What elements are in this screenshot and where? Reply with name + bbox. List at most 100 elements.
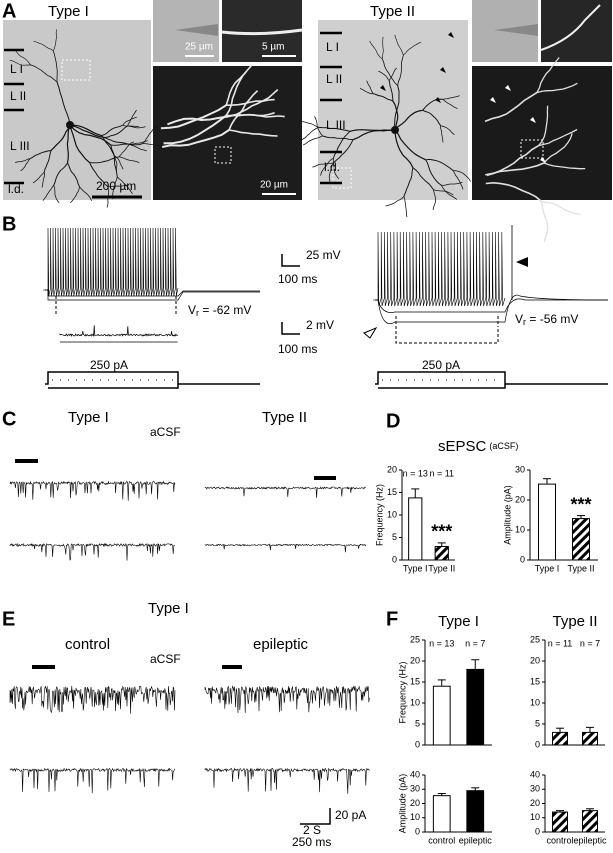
dendrite (30, 64, 58, 83)
scale-bar (281, 254, 300, 267)
bar (466, 668, 485, 746)
trace (204, 486, 366, 498)
dendrite (225, 70, 247, 117)
annotation: n = 7 (580, 638, 600, 648)
zoom-guide (55, 296, 499, 326)
symbol: V (188, 303, 196, 317)
y-axis-label: Frequency (Hz) (397, 661, 407, 723)
dendrite (394, 34, 404, 56)
y-tick-label: 0 (415, 739, 420, 749)
annotation: n = 13 (429, 638, 454, 648)
bar (572, 518, 590, 561)
dendrite (162, 129, 230, 148)
trace (9, 767, 176, 794)
dendrite (118, 141, 134, 158)
condition-label: aCSF (150, 652, 181, 666)
dendrite (352, 129, 396, 141)
dendrite (385, 196, 405, 207)
scale-label: 2 mV (306, 318, 334, 332)
annotation: n = 7 (465, 638, 485, 648)
dendrite (235, 89, 279, 116)
y-tick-label: 25 (530, 634, 540, 644)
dendrite (536, 82, 578, 94)
trace (375, 294, 609, 324)
panel-label: A (2, 0, 16, 22)
spike-train (373, 231, 506, 307)
annotation: n = 11 (548, 638, 573, 648)
trace (204, 767, 370, 794)
dendrite (122, 124, 140, 127)
dendrite (536, 57, 560, 93)
dendrite (114, 155, 124, 170)
dendrite (540, 201, 549, 243)
roi-box (332, 167, 352, 189)
y-tick-label: 5 (392, 532, 397, 542)
y-tick-label: 0 (535, 739, 540, 749)
scale-label: 20 µm (260, 180, 288, 191)
y-tick-label: 0 (392, 554, 397, 564)
bar (432, 685, 451, 746)
arrowhead (440, 67, 446, 73)
dendrite (412, 167, 434, 190)
panel-title: Type II (370, 3, 415, 20)
dendrite (112, 176, 118, 200)
pipette (494, 24, 538, 36)
chart-title: Type II (552, 613, 597, 630)
y-tick-label: 20 (530, 798, 540, 808)
x-tick-label: control (546, 835, 573, 845)
dendrite (20, 158, 31, 172)
layer-label: L II (326, 72, 342, 86)
trace (9, 685, 176, 714)
trace (9, 542, 176, 561)
y-axis-label: Amplitude (pA) (397, 774, 407, 834)
dendrite (228, 129, 278, 137)
dendrite (226, 112, 275, 117)
dendrite (101, 135, 115, 156)
y-tick-label: 25 (410, 634, 420, 644)
dendrite (322, 135, 354, 141)
scale-label: 25 mV (306, 248, 341, 262)
resting-potential: Vr = -62 mV (188, 303, 251, 318)
dendrite (392, 100, 399, 131)
dendrite (332, 139, 354, 164)
current-label: 250 pA (90, 358, 128, 372)
scale-label: 100 ms (278, 342, 317, 356)
dendrite (69, 124, 90, 164)
trace (395, 326, 499, 344)
dendrite (300, 127, 319, 141)
panel-label: E (2, 608, 15, 630)
label-bg (420, 359, 462, 371)
dendrite (53, 29, 57, 52)
dendrite (41, 171, 45, 188)
layer-label: L I (10, 62, 23, 76)
dendrite (441, 185, 458, 200)
arrowhead (505, 85, 511, 91)
dendrite (440, 125, 444, 143)
dendrite (318, 126, 351, 132)
dendrite (14, 49, 32, 66)
y-axis-label: Amplitude (pA) (502, 485, 512, 545)
scale-bar (300, 808, 331, 825)
dendrite (69, 124, 106, 139)
dendrite (388, 67, 397, 81)
dendrite (388, 80, 394, 102)
scale-label: 25 µm (185, 42, 213, 53)
y-tick-label: 20 (410, 798, 420, 808)
y-tick-label: 10 (530, 812, 540, 822)
y-tick-label: 15 (410, 676, 420, 686)
arrowhead (540, 157, 546, 163)
scale-bar (281, 322, 300, 335)
dendrite (114, 155, 118, 172)
dendrite (366, 80, 374, 94)
dendrite (403, 41, 422, 56)
trace (59, 325, 178, 338)
x-tick-label: control (428, 835, 455, 845)
dendrite (50, 124, 71, 152)
y-tick-label: 10 (410, 697, 420, 707)
dendrite (543, 133, 573, 164)
dendrite (118, 156, 140, 164)
y-axis-label: Frequency (Hz) (374, 484, 384, 546)
bar (552, 731, 568, 746)
y-tick-label: 20 (410, 655, 420, 665)
